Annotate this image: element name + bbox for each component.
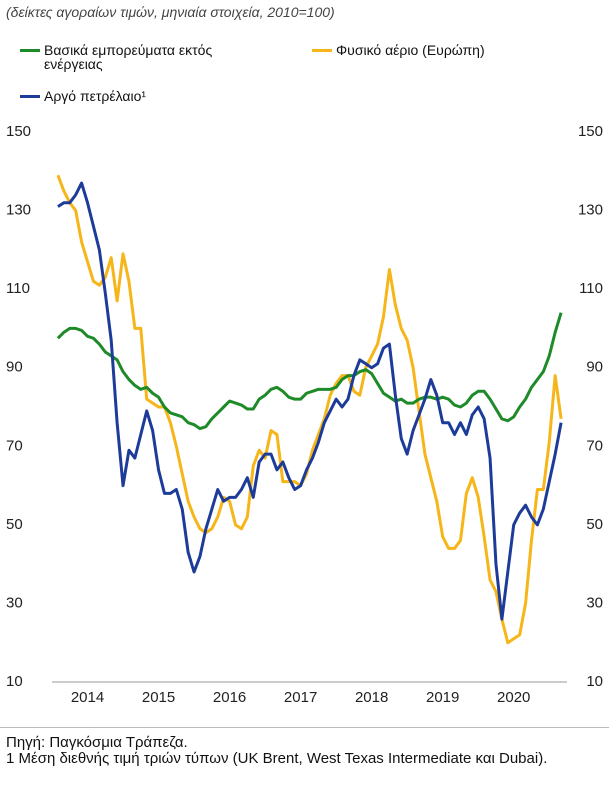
x-tick-label: 2016 [213, 689, 246, 706]
legend-swatch [312, 49, 332, 52]
y2-tick-label: 130 [578, 202, 603, 219]
series-line [57, 181, 563, 621]
y-tick-label: 150 [6, 123, 31, 140]
footer: Πηγή: Παγκόσμια Τράπεζα. 1 Μέση διεθνής … [6, 735, 606, 767]
x-tick-label: 2014 [71, 689, 104, 706]
series-line [56, 312, 563, 431]
legend-label: Βασικά εμπορεύματα εκτός ενέργειας [44, 42, 213, 72]
legend-item: Αργό πετρέλαιο¹ [20, 88, 244, 104]
legend-swatch [20, 95, 40, 98]
x-tick-label: 2020 [497, 689, 530, 706]
y2-tick-label: 150 [578, 123, 603, 140]
footnote: 1 Μέση διεθνής τιμή τριών τύπων (UK Bren… [6, 750, 548, 767]
legend-item: Βασικά εμπορεύματα εκτός ενέργειας [20, 42, 244, 72]
source: Πηγή: Παγκόσμια Τράπεζα. [6, 734, 188, 751]
y2-tick-label: 70 [586, 437, 603, 454]
y2-tick-label: 110 [579, 280, 603, 297]
x-tick-label: 2019 [426, 689, 459, 706]
y-tick-label: 90 [6, 359, 23, 376]
y2-tick-label: 30 [586, 594, 603, 611]
subtitle: (δείκτες αγοραίων τιμών, μηνιαία στοιχεί… [6, 4, 335, 20]
y2-tick-label: 50 [586, 516, 603, 533]
x-tick-label: 2015 [142, 689, 175, 706]
x-tick-label: 2017 [284, 689, 317, 706]
chart: 10 30 50 70 90 110 130 150 10 30 50 70 90 110 130 150 20… [6, 123, 603, 706]
legend-swatch [20, 49, 40, 52]
x-tick-label: 2018 [355, 689, 388, 706]
legend-label: Αργό πετρέλαιο¹ [44, 88, 147, 104]
series-line [56, 174, 563, 645]
y2-tick-label: 90 [586, 359, 603, 376]
y-tick-label: 70 [6, 437, 23, 454]
y-tick-label: 130 [6, 202, 31, 219]
separator [0, 727, 609, 728]
y-tick-label: 110 [6, 280, 30, 297]
y-tick-label: 50 [6, 516, 23, 533]
legend-item: Φυσικό αέριο (Ευρώπη) [312, 42, 556, 58]
y2-tick-label: 10 [586, 673, 603, 690]
legend-label: Φυσικό αέριο (Ευρώπη) [336, 42, 485, 58]
y-tick-label: 10 [6, 673, 23, 690]
y-tick-label: 30 [6, 594, 23, 611]
